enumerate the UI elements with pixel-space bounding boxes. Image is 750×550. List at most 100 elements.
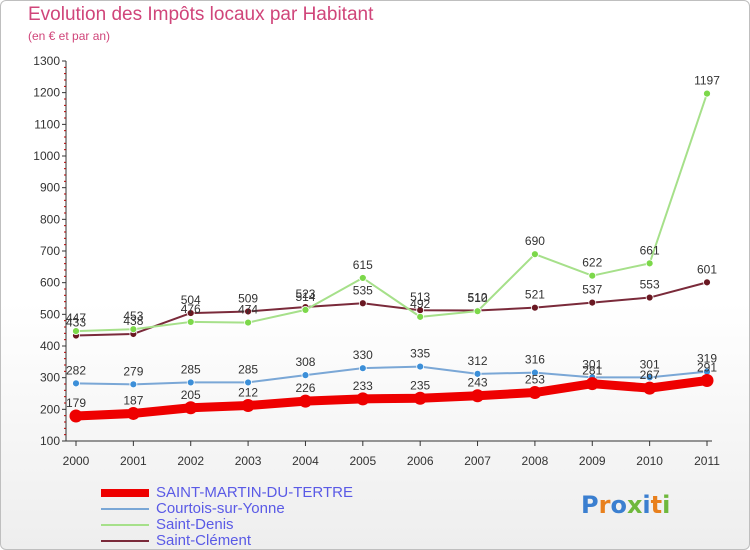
- series-line: [75, 92, 708, 333]
- data-point: [129, 380, 138, 389]
- data-point: [301, 305, 310, 314]
- data-point: [531, 250, 539, 259]
- data-label: 212: [238, 386, 258, 400]
- series-2: [72, 89, 711, 336]
- data-point: [126, 406, 140, 420]
- data-label: 267: [640, 368, 660, 382]
- data-label: 513: [410, 290, 430, 304]
- y-tick-label: 1000: [33, 149, 60, 163]
- data-point: [186, 378, 195, 387]
- data-label: 285: [181, 362, 201, 376]
- data-point: [358, 364, 367, 373]
- y-tick-label: 200: [40, 402, 60, 416]
- data-label: 661: [640, 243, 660, 257]
- data-label: 291: [697, 361, 717, 375]
- x-tick-label: 2001: [120, 454, 147, 468]
- data-label: 179: [66, 396, 86, 410]
- data-point: [588, 271, 597, 280]
- data-label: 438: [123, 314, 143, 328]
- data-label: 253: [525, 373, 545, 387]
- series-3: [72, 278, 711, 340]
- x-tick-label: 2002: [177, 454, 204, 468]
- data-label: 492: [410, 297, 430, 311]
- logo-letter: o: [610, 491, 627, 519]
- data-point: [473, 307, 482, 316]
- logo-letter: t: [650, 491, 663, 519]
- data-point: [358, 274, 367, 282]
- legend-swatch: [101, 540, 149, 542]
- logo-letter: i: [662, 491, 671, 519]
- y-tick-label: 800: [40, 212, 60, 226]
- proxiti-logo: Proxiti: [581, 491, 670, 519]
- data-point: [244, 378, 252, 387]
- data-point: [588, 298, 597, 307]
- data-point: [528, 386, 542, 400]
- data-point: [703, 89, 711, 98]
- data-label: 312: [468, 354, 488, 368]
- y-tick-label: 600: [40, 276, 60, 290]
- data-label: 690: [525, 234, 545, 248]
- data-point: [416, 312, 425, 321]
- data-point: [643, 381, 657, 395]
- y-tick-label: 300: [40, 371, 60, 385]
- legend-item: Saint-Clément: [101, 533, 401, 549]
- data-label: 535: [353, 283, 373, 297]
- data-label: 476: [181, 302, 201, 316]
- data-label: 523: [295, 287, 315, 301]
- legend-label: Saint-Denis: [156, 516, 234, 533]
- data-point: [186, 318, 195, 326]
- y-tick-label: 100: [40, 434, 60, 448]
- data-point: [301, 371, 310, 380]
- logo-letter: r: [598, 491, 611, 519]
- data-label: 243: [468, 376, 488, 390]
- data-label: 187: [123, 393, 143, 407]
- x-tick-label: 2004: [292, 454, 319, 468]
- data-label: 509: [238, 291, 258, 305]
- data-point: [531, 303, 539, 312]
- y-tick-label: 700: [40, 244, 60, 258]
- data-point: [69, 409, 83, 423]
- data-point: [473, 369, 482, 378]
- y-tick-label: 400: [40, 339, 60, 353]
- data-label: 226: [295, 381, 315, 395]
- data-point: [645, 293, 654, 302]
- x-tick-label: 2007: [464, 454, 491, 468]
- y-tick-label: 500: [40, 307, 60, 321]
- x-tick-label: 2008: [522, 454, 549, 468]
- data-label: 330: [353, 348, 373, 362]
- x-tick-label: 2011: [694, 454, 720, 468]
- data-label: 537: [582, 283, 602, 297]
- data-point: [416, 362, 425, 371]
- data-point: [241, 399, 255, 413]
- logo-letter: P: [581, 491, 599, 519]
- chart-subtitle: (en € et par an): [28, 29, 111, 43]
- data-point: [703, 278, 711, 287]
- data-point: [298, 394, 312, 408]
- data-point: [413, 391, 427, 405]
- data-label: 301: [640, 357, 660, 371]
- data-point: [700, 374, 714, 388]
- series-line: [75, 281, 708, 337]
- data-label: 233: [353, 379, 373, 393]
- legend-label: Courtois-sur-Yonne: [156, 500, 285, 517]
- legend-label: Saint-Clément: [156, 532, 252, 549]
- data-label: 205: [181, 388, 201, 402]
- legend: SAINT-MARTIN-DU-TERTRE Courtois-sur-Yonne…: [101, 485, 401, 549]
- legend-item: Saint-Denis: [101, 517, 401, 533]
- data-label: 281: [582, 364, 602, 378]
- series-line: [71, 376, 712, 421]
- data-point: [645, 373, 654, 382]
- x-tick-label: 2005: [349, 454, 376, 468]
- data-label: 512: [468, 291, 488, 305]
- data-label: 279: [123, 364, 143, 378]
- data-point: [186, 309, 195, 317]
- x-tick-label: 2010: [636, 454, 663, 468]
- y-tick-label: 900: [40, 181, 60, 195]
- data-label: 301: [582, 357, 602, 371]
- data-label: 615: [353, 258, 373, 272]
- data-point: [244, 307, 252, 316]
- x-tick-label: 2006: [407, 454, 434, 468]
- data-label: 335: [410, 347, 430, 361]
- data-point: [184, 401, 198, 415]
